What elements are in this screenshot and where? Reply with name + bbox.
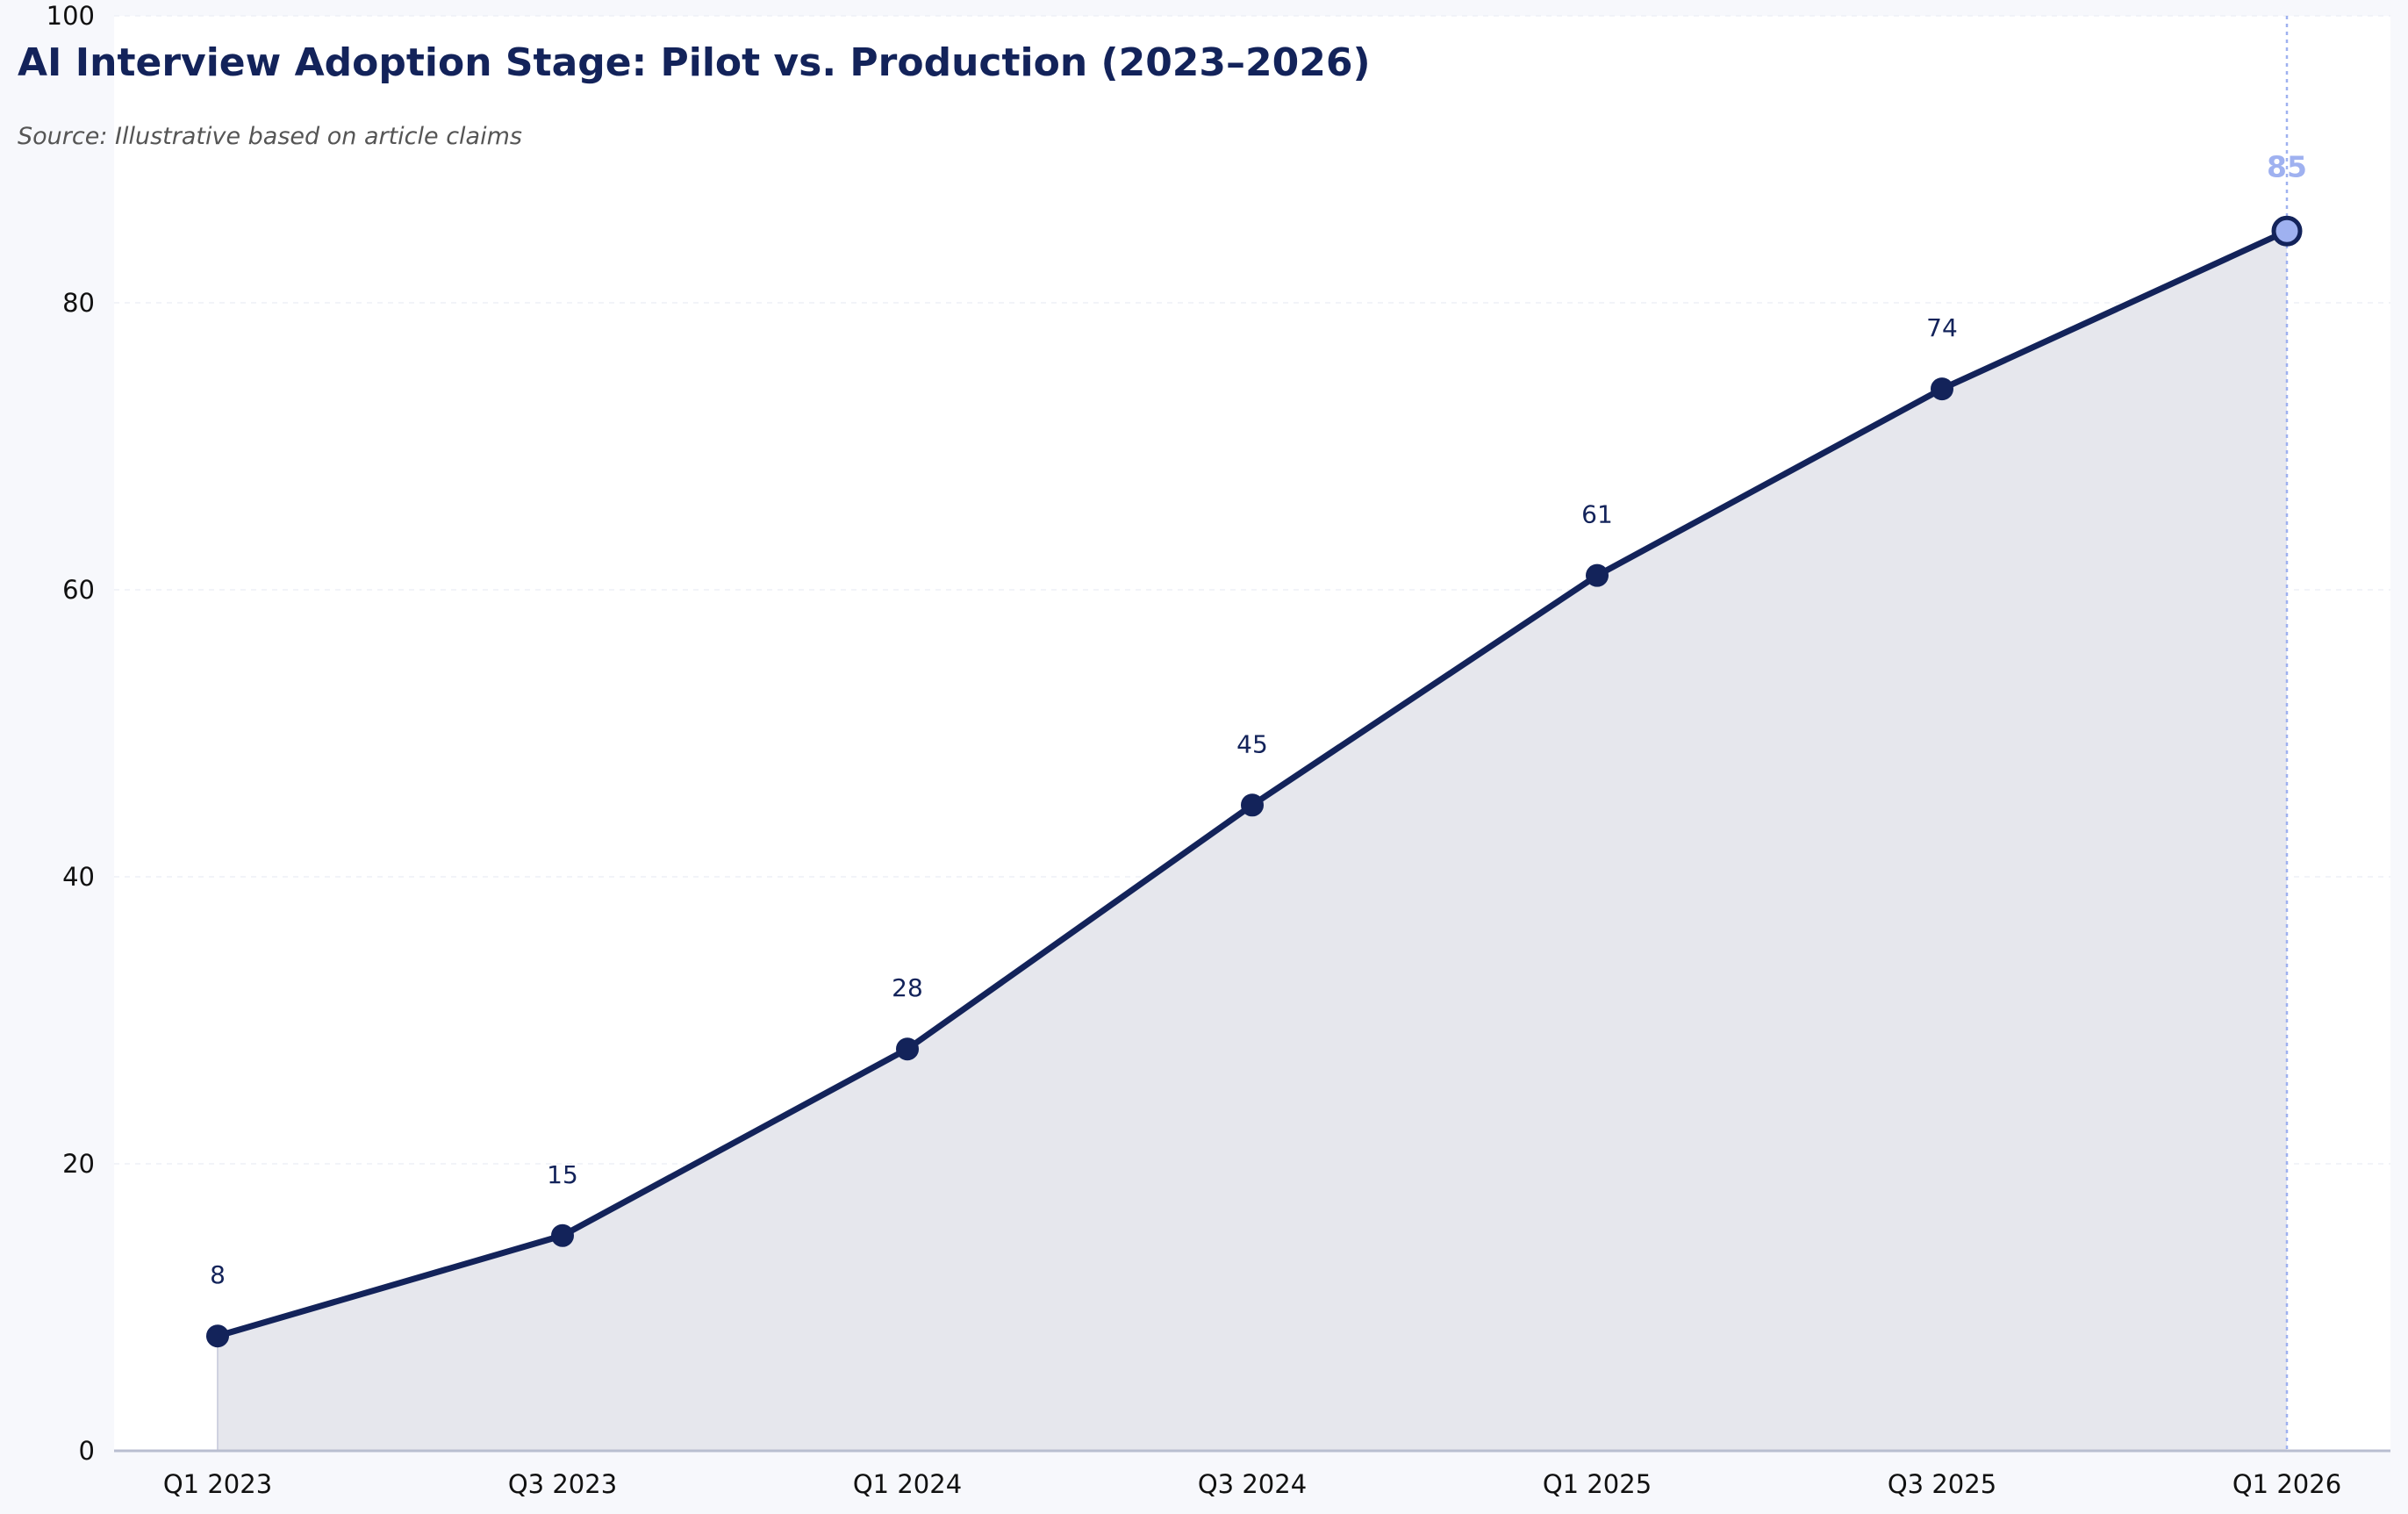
data-point: [206, 1324, 229, 1348]
area-layer: [217, 16, 2289, 1451]
series-layer: [206, 215, 2303, 1348]
data-point: [1586, 563, 1609, 587]
data-label: 28: [892, 973, 923, 1002]
data-point: [551, 1223, 574, 1247]
area-fill: [218, 231, 2287, 1451]
x-tick-label: Q1 2026: [2232, 1469, 2341, 1499]
y-tick-label: 20: [62, 1149, 95, 1179]
data-point: [1241, 793, 1264, 817]
chart-title: AI Interview Adoption Stage: Pilot vs. P…: [18, 40, 1371, 85]
data-point: [1931, 377, 1953, 401]
x-tick-label: Q1 2025: [1543, 1469, 1652, 1499]
data-label: 8: [210, 1260, 226, 1289]
labels-layer: 8 15 28 45 61 74 85: [210, 149, 2307, 1289]
x-tick-label: Q3 2023: [508, 1469, 617, 1499]
data-label: 45: [1236, 729, 1268, 758]
y-tick-label: 0: [79, 1436, 95, 1466]
x-tick-label: Q1 2024: [853, 1469, 962, 1499]
y-tick-label: 60: [62, 575, 95, 605]
x-tick-label: Q3 2024: [1198, 1469, 1307, 1499]
x-tick-label: Q1 2023: [163, 1469, 272, 1499]
y-tick-label: 40: [62, 862, 95, 892]
data-label: 15: [547, 1160, 578, 1189]
chart-subtitle: Source: Illustrative based on article cl…: [18, 123, 522, 150]
data-label: 61: [1581, 500, 1613, 529]
highlight-data-point: [2271, 215, 2303, 247]
data-label: 74: [1926, 313, 1958, 342]
data-point: [896, 1037, 919, 1061]
y-tick-label: 100: [47, 1, 95, 31]
axes: 0 20 40 60 80 100 Q1 2023 Q3 2023 Q1 2024 Q3 2024…: [47, 1, 2390, 1499]
highlight-data-label: 85: [2267, 149, 2307, 183]
x-tick-label: Q3 2025: [1888, 1469, 1996, 1499]
y-tick-label: 80: [62, 288, 95, 318]
